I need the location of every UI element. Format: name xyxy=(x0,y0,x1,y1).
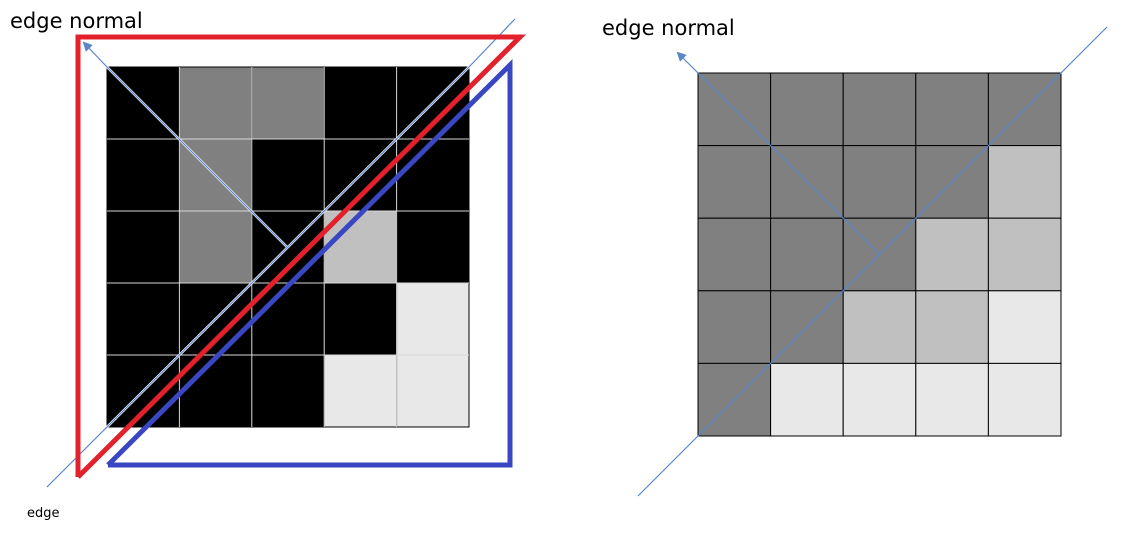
right-grid-cell-1-4 xyxy=(987,145,1062,219)
left-grid-cell-3-0 xyxy=(106,282,180,356)
left-edge-normal-label: edge normal xyxy=(10,9,143,33)
blue-outline xyxy=(106,58,513,468)
right-grid-cell-3-2 xyxy=(842,290,917,364)
left-edge-line-extension xyxy=(468,18,516,68)
left-grid-cell-4-3 xyxy=(323,354,398,428)
right-grid-cell-4-4 xyxy=(987,362,1062,437)
left-grid-cell-4-2 xyxy=(251,354,325,428)
left-grid-cell-3-3 xyxy=(323,282,398,356)
right-grid-cell-4-1 xyxy=(770,362,844,437)
right-grid-cell-3-4 xyxy=(987,290,1062,364)
right-grid-cell-4-3 xyxy=(915,362,989,437)
right-grid-cell-0-1 xyxy=(770,72,844,147)
right-grid-cell-2-0 xyxy=(697,217,772,292)
right-grid-cell-1-0 xyxy=(697,145,772,219)
left-edge-label: edge xyxy=(27,506,60,521)
right-grid-cell-0-3 xyxy=(915,72,989,147)
right-grid-cell-1-2 xyxy=(842,145,917,219)
red-outline xyxy=(75,34,527,479)
right-edge-guides xyxy=(637,26,1108,497)
left-grid-cell-0-2 xyxy=(251,66,325,140)
right-grid-cell-2-4 xyxy=(987,217,1062,292)
left-edge-line-inner xyxy=(106,66,470,428)
right-grid-cell-3-0 xyxy=(697,290,772,364)
left-grid xyxy=(106,66,470,428)
left-grid-cell-1-2 xyxy=(251,138,325,212)
left-grid-cell-1-0 xyxy=(106,138,180,212)
right-grid-cell-2-1 xyxy=(770,217,844,292)
right-edge-normal-arrow xyxy=(676,51,699,74)
right-panel: edge normal xyxy=(602,16,1108,497)
right-grid-cell-2-3 xyxy=(915,217,989,292)
left-grid-cell-4-4 xyxy=(396,354,470,428)
left-edge-normal-arrow xyxy=(82,41,108,68)
left-panel: edge normal edge xyxy=(10,9,527,521)
right-grid-cell-4-2 xyxy=(842,362,917,437)
left-grid-cell-0-1 xyxy=(178,66,253,140)
left-grid-cell-2-4 xyxy=(396,210,470,284)
right-grid-cell-3-3 xyxy=(915,290,989,364)
right-grid-cell-0-2 xyxy=(842,72,917,147)
right-edge-normal-label: edge normal xyxy=(602,16,735,40)
left-grid-cell-2-0 xyxy=(106,210,180,284)
left-grid-cell-3-4 xyxy=(396,282,470,356)
left-grid-cell-0-3 xyxy=(323,66,398,140)
left-grid-cell-2-1 xyxy=(178,210,253,284)
